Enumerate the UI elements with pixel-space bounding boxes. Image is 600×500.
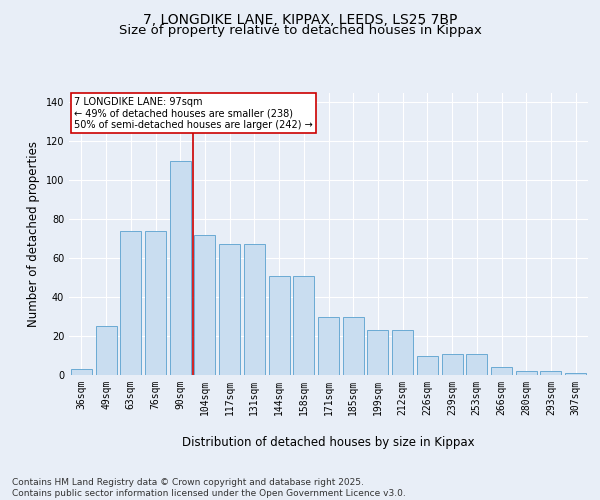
Bar xyxy=(318,316,339,375)
Text: Distribution of detached houses by size in Kippax: Distribution of detached houses by size … xyxy=(182,436,475,449)
Bar xyxy=(120,231,141,375)
Bar xyxy=(491,367,512,375)
Bar xyxy=(466,354,487,375)
Bar xyxy=(442,354,463,375)
Bar xyxy=(417,356,438,375)
Bar xyxy=(170,160,191,375)
Bar xyxy=(145,231,166,375)
Bar xyxy=(269,276,290,375)
Y-axis label: Number of detached properties: Number of detached properties xyxy=(27,141,40,327)
Bar xyxy=(244,244,265,375)
Bar xyxy=(219,244,240,375)
Bar xyxy=(565,373,586,375)
Text: 7, LONGDIKE LANE, KIPPAX, LEEDS, LS25 7BP: 7, LONGDIKE LANE, KIPPAX, LEEDS, LS25 7B… xyxy=(143,12,457,26)
Text: Contains HM Land Registry data © Crown copyright and database right 2025.
Contai: Contains HM Land Registry data © Crown c… xyxy=(12,478,406,498)
Bar xyxy=(516,371,537,375)
Bar xyxy=(194,234,215,375)
Bar xyxy=(71,369,92,375)
Text: 7 LONGDIKE LANE: 97sqm
← 49% of detached houses are smaller (238)
50% of semi-de: 7 LONGDIKE LANE: 97sqm ← 49% of detached… xyxy=(74,96,313,130)
Bar xyxy=(343,316,364,375)
Bar xyxy=(293,276,314,375)
Text: Size of property relative to detached houses in Kippax: Size of property relative to detached ho… xyxy=(119,24,481,37)
Bar xyxy=(541,371,562,375)
Bar xyxy=(367,330,388,375)
Bar xyxy=(95,326,116,375)
Bar xyxy=(392,330,413,375)
